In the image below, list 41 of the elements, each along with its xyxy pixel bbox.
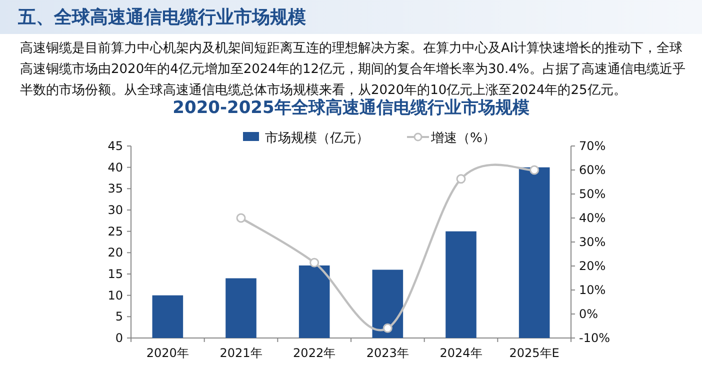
x-tick-label: 2021年 <box>220 346 262 360</box>
y2-tick-label: 0% <box>579 307 598 321</box>
x-tick-label: 2023年 <box>366 346 409 360</box>
x-tick-label: 2025年E <box>509 346 560 360</box>
point <box>456 174 466 184</box>
bar <box>446 231 476 338</box>
x-tick-label: 2022年 <box>293 346 336 360</box>
point <box>236 213 246 223</box>
text: 五、全球高速通信电缆行业市场规模 <box>18 6 306 29</box>
x-tick-label: 2024年 <box>440 346 482 360</box>
y2-tick-label: -10% <box>579 331 610 345</box>
y-tick-label: 30 <box>108 203 123 217</box>
y-tick-label: 15 <box>108 267 123 281</box>
y2-tick-label: 70% <box>579 139 606 153</box>
legend-label: 增速（%） <box>430 131 496 146</box>
y-tick-label: 0 <box>115 331 123 345</box>
y2-tick-label: 20% <box>579 259 606 273</box>
point <box>382 323 392 333</box>
bar <box>372 270 404 338</box>
point <box>530 165 540 175</box>
x-tick-label: 2020年 <box>146 346 189 360</box>
chart-subtitle: 高速铜缆是目前算力中心机架内及机架间短距离互连的理想解决方案。在算力中心及AI计算快速增长的推动下，全球高速铜缆市场由2020年的4亿元增加至2024年的12亿元，期间的复合年增长率为30.4%。占据了高速通信电缆近乎半数的市场份额。从全球高速通信电缆总体市场规模来看，从2020年的10亿元上涨至2024年的25亿元。 <box>20 40 686 98</box>
y-tick-label: 45 <box>108 139 123 153</box>
bar <box>226 278 256 338</box>
bar <box>152 295 184 338</box>
legend-label: 市场规模（亿元） <box>265 131 369 146</box>
y2-tick-label: 60% <box>579 163 606 177</box>
y-tick-label: 5 <box>115 310 123 324</box>
y-tick-label: 10 <box>108 288 123 302</box>
y2-tick-label: 50% <box>579 187 606 201</box>
y-tick-label: 20 <box>108 246 123 260</box>
y2-tick-label: 30% <box>579 235 606 249</box>
y2-tick-label: 10% <box>579 283 606 297</box>
y2-tick-label: 40% <box>579 211 606 225</box>
chart-title: 2020-2025年全球高速通信电缆行业市场规模 <box>172 98 530 118</box>
point <box>310 258 320 268</box>
bar <box>518 167 550 338</box>
y-tick-label: 40 <box>108 160 123 174</box>
y-tick-label: 25 <box>108 224 123 238</box>
y-tick-label: 35 <box>108 182 123 196</box>
bar <box>298 265 330 338</box>
